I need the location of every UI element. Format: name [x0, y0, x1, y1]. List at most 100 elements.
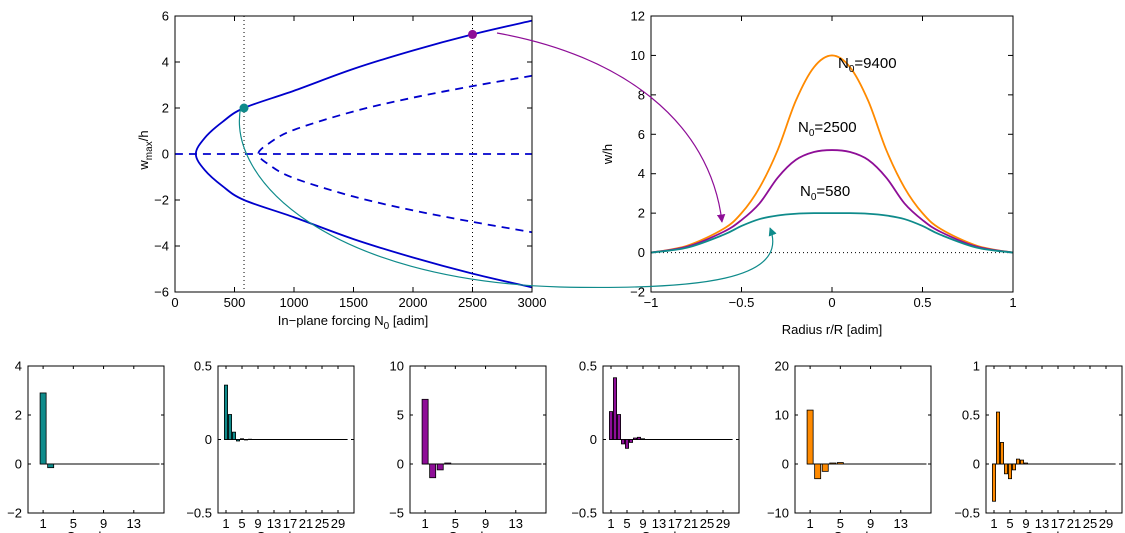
bar	[231, 431, 236, 440]
x-tick-label: 5	[238, 516, 245, 531]
x-tick-label: 29	[331, 516, 345, 531]
bar	[806, 409, 814, 465]
point-marker	[468, 29, 477, 39]
x-axis-label: Coord. qi	[833, 529, 885, 533]
x-tick-label: 1	[806, 516, 813, 531]
bar	[641, 438, 646, 440]
series-line	[650, 212, 1014, 254]
y-tick-label: 1	[973, 359, 980, 374]
y-tick-label: −2	[630, 285, 645, 300]
x-tick-label: 0	[171, 295, 178, 310]
x-tick-label: 17	[668, 516, 682, 531]
x-tick-label: 13	[652, 516, 666, 531]
axes-frame	[27, 365, 165, 514]
bar	[633, 437, 638, 440]
x-tick-label: 9	[639, 516, 646, 531]
plots-layer: 0 500 1000 1500 2000 2500 3000−6−4−20246In−pla…	[7, 9, 1123, 533]
bar	[39, 392, 47, 465]
chart-bifurcation: 0 500 1000 1500 2000 2500 3000 −6 −4 −2 0 2 4 6 In−pla…	[136, 9, 546, 333]
y-tick-label: 0	[15, 457, 22, 472]
x-tick-label: 5	[1006, 516, 1013, 531]
bar	[836, 462, 844, 465]
bar	[1020, 459, 1025, 465]
x-axis-label: Coord. qi	[448, 529, 500, 533]
y-tick-label: 2	[15, 408, 22, 423]
x-tick-label: 1	[607, 516, 614, 531]
y-tick-label: 4	[15, 359, 22, 374]
bar	[617, 414, 622, 440]
bar	[1012, 463, 1017, 471]
y-tick-label: −2	[154, 193, 169, 208]
x-tick-label: 2000	[399, 295, 428, 310]
x-tick-label: 1	[222, 516, 229, 531]
y-tick-label: 2	[162, 101, 169, 116]
bar	[421, 398, 429, 465]
axes-frame	[217, 365, 355, 514]
bar	[436, 463, 444, 471]
x-tick-label: 5	[837, 516, 844, 531]
x-tick-label: 25	[700, 516, 714, 531]
x-tick-label: 13	[509, 516, 523, 531]
y-tick-label: 0	[638, 245, 645, 260]
y-tick-label: 10	[390, 359, 404, 374]
x-tick-label: 13	[127, 516, 141, 531]
y-tick-label: 0.5	[194, 359, 212, 374]
y-tick-label: 10	[631, 48, 645, 63]
bar	[637, 436, 642, 440]
y-tick-label: 4	[638, 166, 645, 181]
y-tick-label: 6	[638, 127, 645, 142]
y-tick-label: −5	[389, 506, 404, 521]
bar	[223, 384, 228, 440]
y-tick-label: 5	[397, 408, 404, 423]
bar	[1004, 463, 1009, 475]
axes-frame	[650, 15, 1014, 293]
x-tick-label: 1000	[280, 295, 309, 310]
bar	[821, 463, 829, 472]
x-axis-label: Coord. ηi	[641, 529, 693, 533]
bar	[444, 462, 452, 465]
axes-frame	[174, 15, 533, 293]
bar	[235, 439, 240, 442]
x-tick-label: −0.5	[729, 295, 755, 310]
series-line	[650, 54, 1014, 254]
x-tick-label: 29	[1099, 516, 1113, 531]
x-tick-label: 17	[283, 516, 297, 531]
x-tick-label: 21	[1067, 516, 1081, 531]
bar	[227, 414, 232, 440]
axes-frame	[602, 365, 740, 514]
x-tick-label: 1	[39, 516, 46, 531]
bar	[47, 463, 55, 469]
y-tick-label: −6	[154, 285, 169, 300]
x-tick-label: 0.5	[913, 295, 931, 310]
x-tick-label: 21	[299, 516, 313, 531]
y-tick-label: −0.5	[571, 506, 597, 521]
bar	[625, 439, 630, 449]
y-tick-label: 0.5	[579, 359, 597, 374]
y-tick-label: 20	[775, 359, 789, 374]
series-label: N0=2500	[798, 119, 857, 139]
x-tick-label: 1	[421, 516, 428, 531]
series-line	[650, 149, 1014, 254]
y-tick-label: 4	[162, 55, 169, 70]
y-tick-label: −0.5	[954, 506, 980, 521]
bar	[1024, 462, 1029, 465]
chart-deflection: −1 −0.5 0 0.5 1 −2 0 2 4 6 8 10 12 N0=9400 N0=2500 N0=5…	[600, 9, 1017, 338]
y-tick-label: 0	[590, 432, 597, 447]
y-tick-label: −2	[7, 506, 22, 521]
arrow-2500-to-curve	[496, 32, 726, 223]
series-label: N0=9400	[838, 55, 897, 75]
point-marker	[239, 103, 249, 113]
series-label: N0=580	[800, 183, 850, 203]
bar	[429, 463, 437, 479]
x-tick-label: 1	[1009, 295, 1016, 310]
x-tick-label: 17	[1051, 516, 1065, 531]
bar	[609, 411, 614, 440]
arrow-580-to-curve	[238, 105, 777, 289]
x-tick-label: 9	[100, 516, 107, 531]
x-axis-label: Coord. ηi	[1024, 529, 1076, 533]
chart-bar3: 1 5 9 13 −5 0 5 10 Coord. qi	[389, 359, 547, 533]
x-tick-label: 1500	[339, 295, 368, 310]
x-tick-label: 13	[267, 516, 281, 531]
